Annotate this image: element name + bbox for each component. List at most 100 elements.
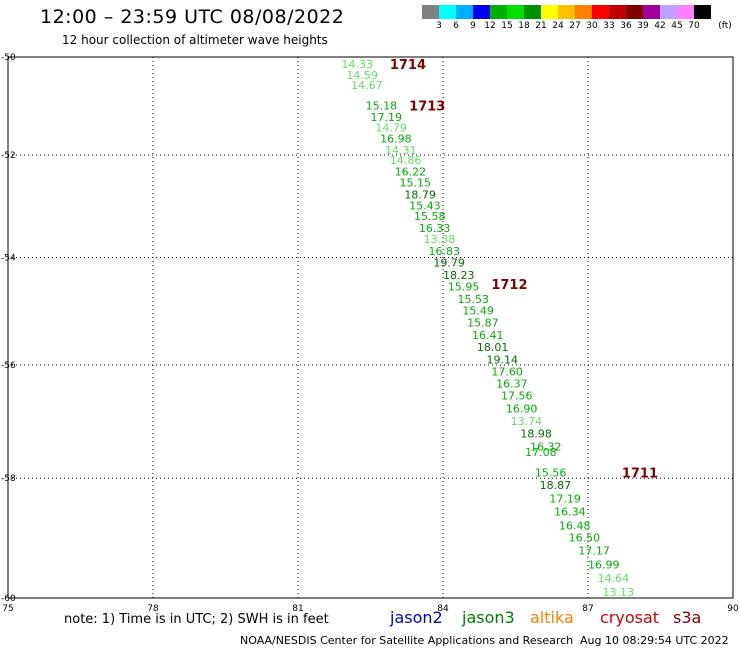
- latitude-tick-label: -58: [1, 474, 16, 484]
- color-legend: 3 6 9 12 15 18 21 24 27 30 33 36 39 42 45 70 (ft): [422, 5, 732, 33]
- wave-height-value: 15.58: [414, 210, 446, 223]
- wave-height-value: 13.13: [603, 586, 635, 599]
- satellite-jason2-label: jason2: [390, 608, 443, 627]
- wave-height-value: 19.79: [433, 257, 465, 270]
- legend-swatch: [575, 5, 592, 19]
- wave-height-value: 15.49: [462, 305, 494, 318]
- wave-height-value: 15.15: [400, 177, 432, 190]
- legend-swatch: [677, 5, 694, 19]
- legend-label: 27: [569, 21, 581, 31]
- wave-height-value: 17.17: [578, 544, 610, 557]
- legend-label: 45: [671, 21, 683, 31]
- wave-height-value: 16.48: [559, 519, 591, 532]
- wave-height-value: 18.01: [477, 341, 509, 354]
- wave-height-value: 17.60: [491, 366, 523, 379]
- pass-time-label: 1714: [390, 58, 426, 73]
- wave-height-value: 19.14: [487, 353, 519, 366]
- legend-swatch: [439, 5, 456, 19]
- legend-swatch: [626, 5, 643, 19]
- legend-label: 15: [501, 21, 513, 31]
- map-title: 12:00 – 23:59 UTC 08/08/2022: [40, 6, 345, 28]
- wave-height-value: 18.79: [404, 188, 436, 201]
- wave-height-value: 13.74: [511, 415, 542, 428]
- wave-height-value: 18.98: [520, 427, 552, 440]
- legend-label: 18: [518, 21, 530, 31]
- longitude-tick-label: 87: [582, 604, 593, 614]
- legend-swatch: [456, 5, 473, 19]
- latitude-tick-label: -50: [1, 53, 16, 63]
- legend-swatch: [490, 5, 507, 19]
- wave-height-value: 15.53: [458, 293, 490, 306]
- wave-height-value: 16.50: [569, 531, 601, 544]
- wave-height-value: 15.56: [535, 466, 567, 479]
- credit-line: NOAA/NESDIS Center for Satellite Applica…: [240, 634, 574, 647]
- legend-labels: 3 6 9 12 15 18 21 24 27 30 33 36 39 42 45 70 (ft): [422, 19, 732, 33]
- wave-height-value: 18.87: [540, 479, 572, 492]
- legend-label: 42: [654, 21, 666, 31]
- legend-label: 9: [470, 21, 476, 31]
- wave-height-value: 14.59: [346, 69, 378, 82]
- legend-label: 39: [637, 21, 649, 31]
- wave-height-value: 17.56: [501, 390, 533, 403]
- wave-height-value: 14.86: [390, 154, 422, 167]
- legend-label: 33: [603, 21, 615, 31]
- legend-swatch: [422, 5, 439, 19]
- satellite-s3a-label: s3a: [673, 608, 702, 627]
- wave-height-value: 16.41: [472, 329, 504, 342]
- legend-swatch: [558, 5, 575, 19]
- wave-height-value: 18.23: [443, 269, 475, 282]
- legend-label: 70: [688, 21, 700, 31]
- longitude-tick-label: 90: [727, 604, 739, 614]
- wave-height-value: 14.33: [342, 58, 374, 71]
- legend-swatch: [694, 5, 711, 19]
- wave-height-value: 17.19: [549, 493, 581, 506]
- wave-height-value: 15.43: [409, 200, 441, 213]
- longitude-tick-label: 78: [147, 604, 159, 614]
- wave-height-value: 14.79: [375, 122, 407, 135]
- satellite-altika-label: altika: [530, 608, 574, 627]
- legend-swatch: [609, 5, 626, 19]
- legend-swatch: [541, 5, 558, 19]
- latitude-tick-label: -60: [1, 594, 16, 604]
- wave-height-value: 13.38: [424, 233, 456, 246]
- wave-height-value: 16.22: [395, 166, 427, 179]
- wave-height-value: 17.08: [525, 446, 557, 459]
- wave-height-value: 16.99: [588, 558, 620, 571]
- pass-time-label: 1712: [491, 278, 527, 293]
- legend-swatch: [524, 5, 541, 19]
- legend-label: 21: [535, 21, 547, 31]
- wave-height-value: 16.98: [380, 133, 412, 146]
- latitude-tick-label: -52: [1, 151, 16, 161]
- wave-height-value: 14.64: [598, 572, 630, 585]
- legend-label: 12: [484, 21, 496, 31]
- wave-height-value: 15.87: [467, 316, 499, 329]
- wave-height-value: 16.33: [419, 222, 451, 235]
- wave-height-value: 15.18: [366, 99, 398, 112]
- wave-height-value: 14.67: [351, 79, 383, 92]
- wave-height-value: 15.95: [448, 281, 480, 294]
- legend-swatch: [592, 5, 609, 19]
- footer-note: note: 1) Time is in UTC; 2) SWH is in fe…: [64, 612, 329, 627]
- legend-unit: (ft): [718, 21, 732, 31]
- generation-timestamp: Aug 10 08:29:54 UTC 2022: [580, 634, 729, 647]
- pass-time-label: 1713: [409, 99, 445, 114]
- longitude-tick-label: 84: [437, 604, 449, 614]
- legend-swatch: [660, 5, 677, 19]
- legend-swatches: [422, 5, 711, 19]
- map-subtitle: 12 hour collection of altimeter wave hei…: [62, 33, 328, 47]
- latitude-tick-label: -54: [1, 253, 16, 263]
- legend-swatch: [643, 5, 660, 19]
- wave-height-value: 16.90: [506, 402, 538, 415]
- legend-label: 30: [586, 21, 598, 31]
- legend-label: 36: [620, 21, 632, 31]
- latitude-tick-label: -56: [1, 361, 16, 371]
- legend-label: 24: [552, 21, 564, 31]
- legend-label: 6: [453, 21, 459, 31]
- longitude-tick-label: 75: [2, 604, 13, 614]
- satellite-cryosat-label: cryosat: [600, 608, 660, 627]
- legend-swatch: [507, 5, 524, 19]
- legend-label: 3: [436, 21, 442, 31]
- wave-height-value: 16.32: [530, 440, 562, 453]
- legend-swatch: [473, 5, 490, 19]
